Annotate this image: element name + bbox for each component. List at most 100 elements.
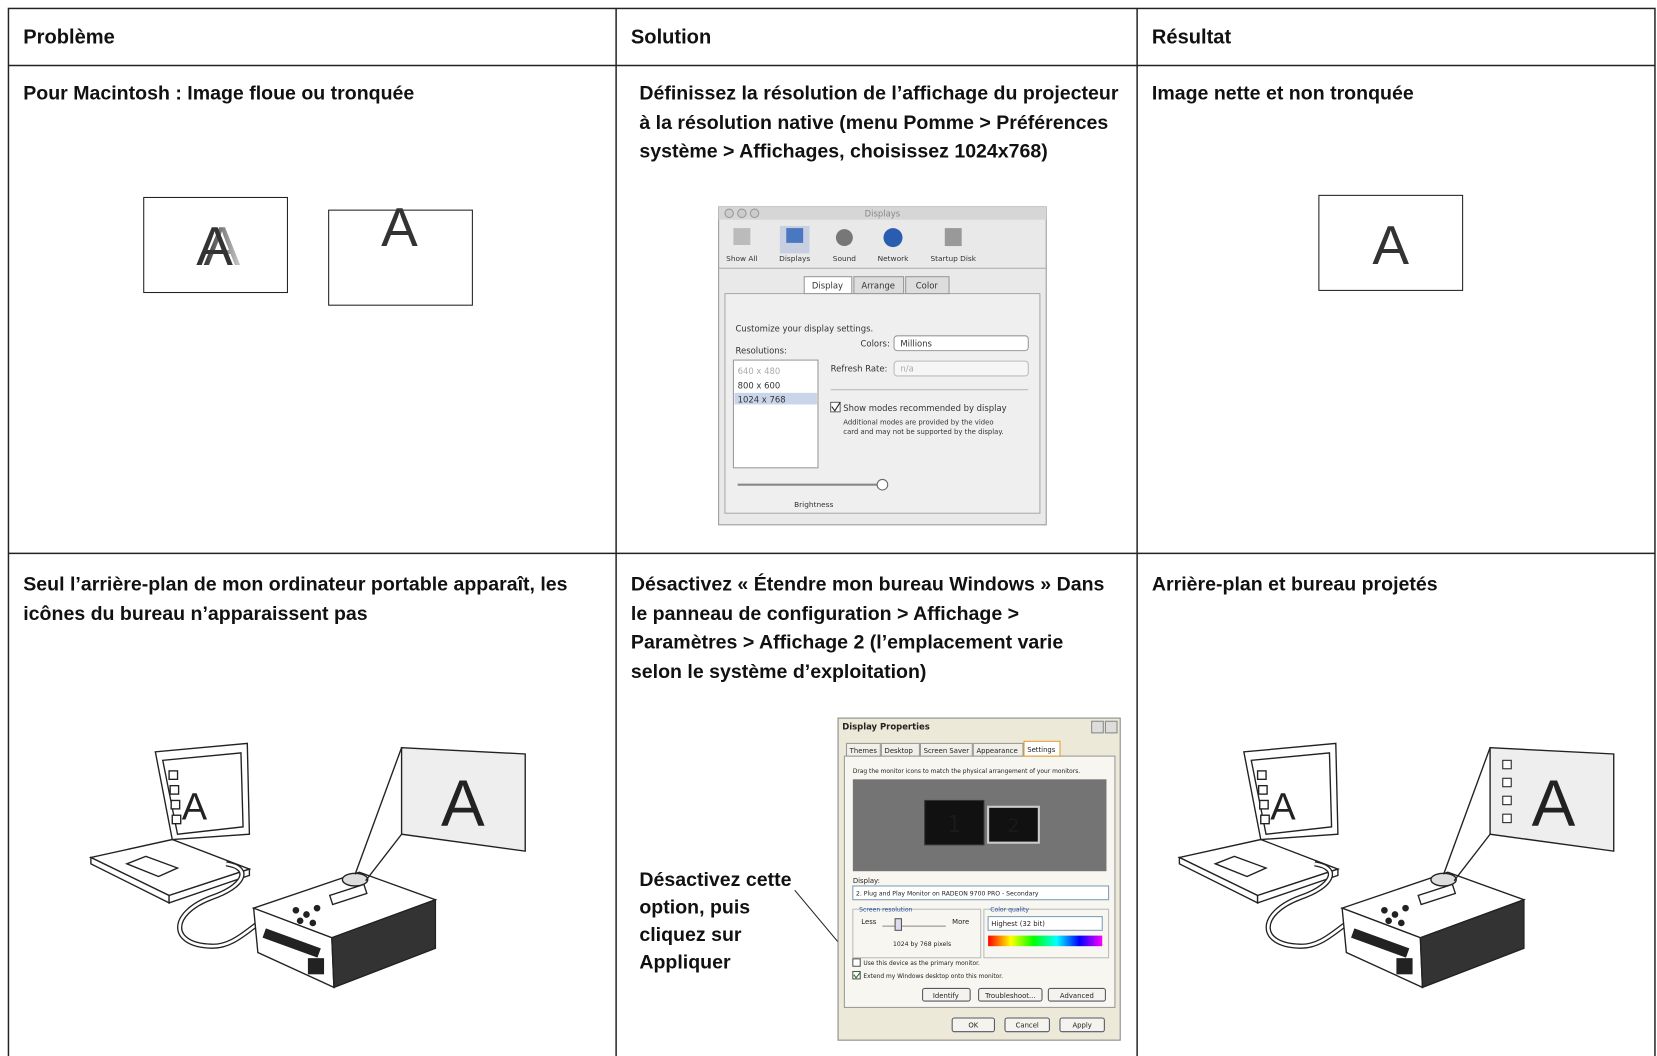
shape — [845, 742, 881, 757]
button: Troubleshoot... — [984, 992, 1035, 1000]
shape — [978, 987, 1043, 1002]
button: Apply — [1072, 1021, 1091, 1029]
shape — [880, 742, 920, 757]
shape — [1502, 813, 1512, 824]
frames — [143, 194, 1464, 306]
checkbox-label: Use this device as the primary monitor. — [863, 961, 980, 967]
tab — [905, 276, 950, 295]
button: Identify — [933, 992, 959, 1000]
shape — [1091, 720, 1104, 734]
colors-value: Millions — [900, 338, 932, 348]
shape — [1023, 740, 1061, 757]
solution: Définissez la résolution de l’affichage … — [639, 81, 1119, 162]
laptop-letter: A — [182, 786, 208, 828]
window-title: Display Properties — [842, 722, 930, 732]
shape — [737, 208, 747, 219]
shape — [1104, 720, 1118, 734]
select — [852, 885, 1110, 901]
shape — [1502, 777, 1512, 788]
less-label: Less — [861, 918, 877, 926]
resolution-list — [732, 359, 819, 469]
solution: Désactivez « Étendre mon bureau Windows … — [630, 572, 1105, 682]
tab-label: Arrange — [861, 280, 895, 290]
shape — [951, 1017, 995, 1033]
table-lines — [7, 7, 1656, 1056]
resolutions-label: Resolutions: — [736, 346, 787, 356]
color-value: Highest (32 bit) — [991, 920, 1045, 928]
group-box — [983, 908, 1110, 959]
more-label: More — [952, 918, 969, 926]
display-value: 2. Plug and Play Monitor on RADEON 9700 … — [856, 890, 1039, 897]
resolution-value: 1024 by 768 pixels — [893, 941, 951, 948]
toolbar-label: Displays — [779, 254, 810, 263]
callout: Désactivez cette option, puis cliquez su… — [639, 868, 792, 973]
checkbox-label: Extend my Windows desktop onto this moni… — [863, 974, 1003, 980]
toolbar-icon — [786, 228, 804, 243]
toolbar-label: Show All — [726, 254, 757, 263]
tab-label: Desktop — [885, 747, 913, 755]
slider-thumb — [894, 918, 902, 931]
popup — [893, 360, 1029, 377]
shape — [972, 742, 1024, 757]
monitor-number: 1 — [947, 811, 962, 838]
prompt: Customize your display settings. — [736, 324, 874, 334]
toolbar-label: Startup Disk — [930, 254, 976, 263]
shape — [922, 987, 1106, 1033]
monitor-number: 2 — [1007, 815, 1019, 837]
problem: Seul l’arrière-plan de mon ordinateur po… — [23, 572, 568, 624]
checkbox-label: Show modes recommended by display — [843, 403, 1006, 413]
blurry-frame — [143, 196, 288, 294]
tab — [853, 276, 905, 295]
shape — [853, 972, 861, 979]
blurry-letter: A — [204, 215, 241, 277]
result: Arrière-plan et bureau projetés — [1151, 572, 1438, 595]
shape — [852, 958, 861, 967]
toolbar-label: Sound — [833, 254, 857, 263]
toolbar-icon — [835, 229, 853, 247]
toolbar-icon — [883, 228, 903, 248]
toolbar-icon — [733, 228, 751, 245]
shape — [919, 742, 973, 757]
column-header: Solution — [630, 26, 712, 49]
projected-letter: A — [441, 767, 485, 840]
tab-label: Color — [916, 280, 939, 290]
shape — [749, 208, 760, 219]
refresh-label: Refresh Rate: — [831, 364, 888, 374]
note: card and may not be supported by the dis… — [843, 428, 1003, 436]
cropped-letter: A — [381, 196, 418, 258]
tab-label: Themes — [849, 747, 878, 755]
colors-label: Colors: — [861, 338, 890, 348]
window-title: Displays — [865, 208, 901, 218]
sharp-frame — [1318, 194, 1464, 291]
shape — [1059, 1017, 1105, 1033]
button: Cancel — [1016, 1021, 1039, 1029]
tab-label: Settings — [1027, 746, 1056, 754]
shape: Additional modes are provided by the vid… — [843, 419, 1003, 437]
mac-displays-dialog: Displays Show All Displays Sound Network… — [718, 206, 1047, 526]
selection — [734, 392, 817, 405]
resolution: 800 x 600 — [738, 381, 781, 391]
projected-icons — [1502, 759, 1512, 824]
shape — [845, 740, 1061, 757]
shape — [724, 208, 734, 219]
instruction: Drag the monitor icons to match the phys… — [853, 769, 1080, 775]
button: OK — [968, 1021, 978, 1029]
monitor — [924, 799, 985, 846]
shape — [852, 970, 861, 980]
shape: Identify Troubleshoot... Advanced OK Can… — [933, 992, 1094, 1030]
tab-label: Appearance — [976, 747, 1017, 755]
projected-letter: A — [1532, 767, 1576, 840]
win-display-dialog: Display Properties Themes Desktop Screen… — [837, 717, 1121, 1041]
toolbar-label: Network — [878, 254, 910, 263]
shape: A A A A — [182, 767, 1576, 840]
sharp-letter: A — [1372, 214, 1409, 276]
shape: A A A A — [196, 196, 1409, 277]
titlebar — [718, 206, 1047, 220]
laptop-letter: A — [1270, 786, 1296, 828]
display-label: Display: — [853, 877, 880, 885]
table-border — [7, 7, 1656, 1056]
note: Additional modes are provided by the vid… — [843, 419, 993, 427]
shape — [1047, 987, 1106, 1002]
